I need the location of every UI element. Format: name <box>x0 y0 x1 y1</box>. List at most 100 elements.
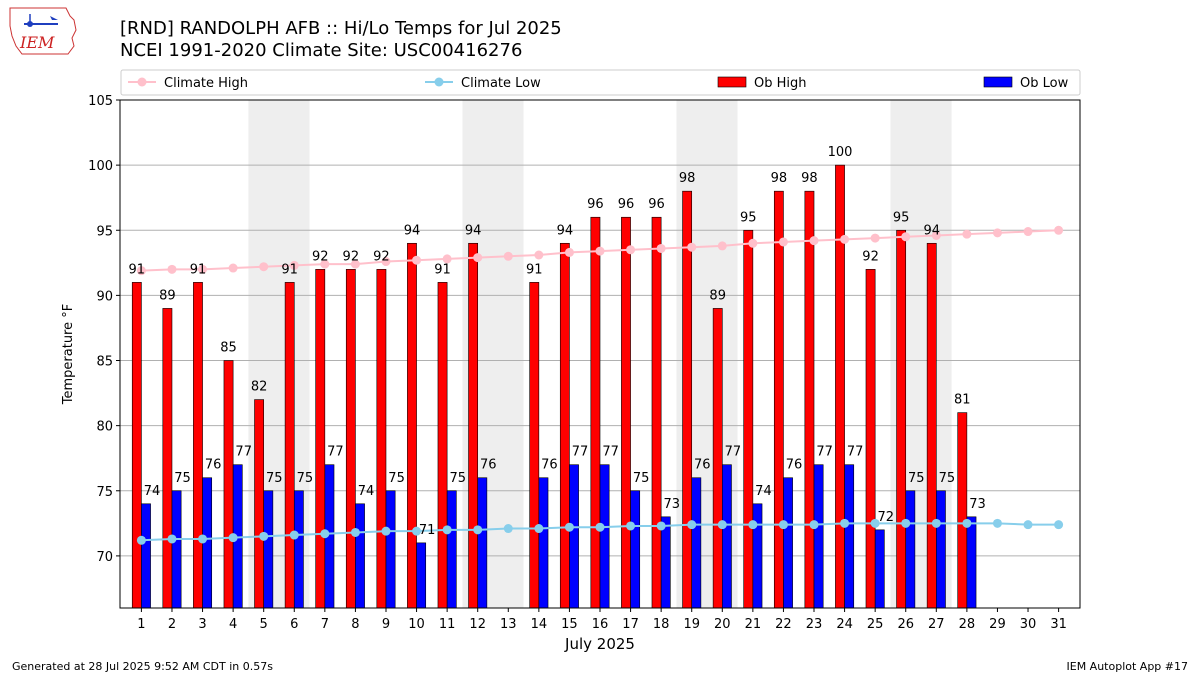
x-tick-label: 1 <box>137 617 145 632</box>
climate-low-point <box>1023 520 1033 530</box>
ob-high-bar <box>376 269 387 609</box>
ob-low-label: 77 <box>327 445 344 460</box>
ob-low-bar <box>660 516 671 609</box>
ob-high-label: 89 <box>159 288 176 303</box>
ob-low-bar <box>538 477 549 609</box>
ob-low-bar <box>385 490 396 609</box>
climate-high-point <box>228 263 238 273</box>
ob-high-bar <box>559 242 570 609</box>
ob-high-label: 98 <box>771 171 788 186</box>
climate-low-point <box>289 530 299 540</box>
ob-high-label: 89 <box>709 288 726 303</box>
climate-high-point <box>259 262 269 272</box>
ob-high-bar <box>223 360 234 609</box>
ob-low-bar <box>630 490 641 609</box>
ob-high-bar <box>162 308 173 609</box>
ob-low-label: 72 <box>877 510 894 525</box>
ob-high-bar <box>407 242 417 609</box>
x-tick-label: 20 <box>714 617 731 632</box>
y-tick-label: 90 <box>96 289 113 304</box>
x-tick-label: 29 <box>989 617 1006 632</box>
legend-box <box>120 69 1081 96</box>
climate-high-point <box>1054 225 1064 235</box>
x-tick-label: 7 <box>321 617 329 632</box>
ob-high-bar <box>743 229 754 609</box>
ob-high-label: 95 <box>893 210 910 225</box>
ob-low-label: 77 <box>816 445 833 460</box>
climate-high-point <box>198 264 208 274</box>
climate-high-point <box>503 251 513 261</box>
climate-low-point <box>136 535 146 545</box>
x-tick-label: 21 <box>745 617 762 632</box>
climate-low-point <box>931 518 941 528</box>
climate-high-point <box>870 233 880 243</box>
climate-high-point <box>136 266 146 276</box>
x-tick-label: 31 <box>1050 617 1067 632</box>
ob-high-bar <box>468 242 479 609</box>
climate-high-point <box>778 237 788 247</box>
ob-low-bar <box>171 490 182 609</box>
x-tick-label: 14 <box>531 617 548 632</box>
ob-low-bar <box>905 490 916 609</box>
climate-high-point <box>962 229 972 239</box>
ob-low-label: 73 <box>663 497 680 512</box>
ob-low-label: 74 <box>144 484 161 499</box>
y-tick-label: 95 <box>96 224 113 239</box>
y-tick-label: 105 <box>88 94 113 109</box>
y-tick-label: 70 <box>96 550 113 565</box>
x-tick-label: 19 <box>683 617 700 632</box>
ob-low-label: 75 <box>908 471 925 486</box>
climate-high-point <box>350 259 360 269</box>
ob-high-label: 91 <box>281 262 298 277</box>
x-tick-label: 12 <box>469 617 486 632</box>
climate-low-point <box>534 524 544 534</box>
chart-subtitle: NCEI 1991-2020 Climate Site: USC00416276 <box>120 40 523 61</box>
app-note: IEM Autoplot App #17 <box>1066 660 1189 673</box>
climate-low-point <box>503 524 513 534</box>
climate-low-point <box>687 520 697 530</box>
ob-high-label: 100 <box>828 145 853 160</box>
climate-high-point <box>717 241 727 251</box>
climate-low-point <box>626 521 636 531</box>
climate-low-point <box>870 518 880 528</box>
climate-high-point <box>626 245 636 255</box>
legend-ob-low-swatch <box>983 76 1013 88</box>
ob-high-label: 91 <box>434 262 451 277</box>
iem-logo: IEM <box>8 6 80 58</box>
ob-low-bar <box>721 464 732 609</box>
ob-high-bar <box>712 308 723 609</box>
ob-high-label: 82 <box>251 380 268 395</box>
x-tick-label: 30 <box>1020 617 1037 632</box>
climate-low-point <box>228 533 238 543</box>
ob-low-bar <box>752 503 763 609</box>
ob-low-bar <box>813 464 824 609</box>
climate-low-point <box>259 531 269 541</box>
ob-high-label: 94 <box>923 223 940 238</box>
climate-low-point <box>350 527 360 537</box>
ob-low-bar <box>141 503 151 609</box>
climate-high-point <box>1023 227 1033 237</box>
ob-high-bar <box>621 216 631 609</box>
x-tick-label: 4 <box>229 617 237 632</box>
ob-low-label: 73 <box>969 497 986 512</box>
ob-low-label: 75 <box>297 471 314 486</box>
ob-high-bar <box>131 282 142 609</box>
climate-low-point <box>748 520 758 530</box>
ob-low-label: 75 <box>633 471 650 486</box>
x-tick-label: 9 <box>382 617 390 632</box>
ob-high-bar <box>345 269 356 609</box>
ob-low-label: 77 <box>235 445 252 460</box>
ob-low-bar <box>355 503 365 609</box>
ob-high-label: 98 <box>679 171 696 186</box>
climate-low-point <box>198 534 208 544</box>
climate-high-point <box>167 264 177 274</box>
ob-low-bar <box>446 490 457 609</box>
climate-high-point <box>840 234 850 244</box>
svg-text:IEM: IEM <box>19 33 55 52</box>
ob-high-bar <box>529 282 540 609</box>
climate-high-point <box>992 228 1002 238</box>
climate-high-point <box>289 260 299 270</box>
ob-high-bar <box>926 242 937 609</box>
